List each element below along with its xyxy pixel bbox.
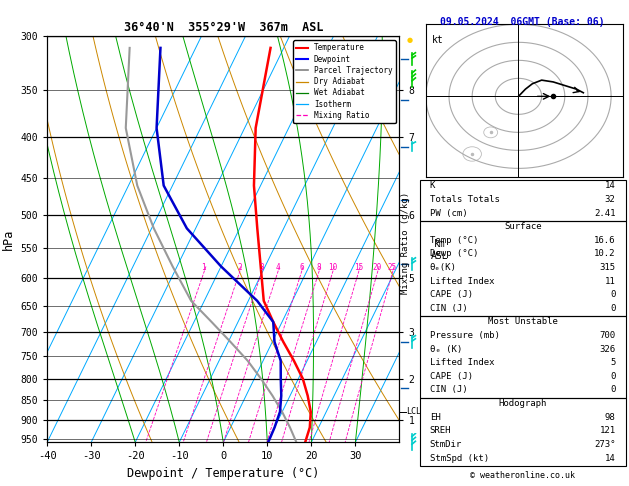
Text: 700: 700 (599, 331, 616, 340)
Text: θₑ (K): θₑ (K) (430, 345, 462, 354)
Text: Pressure (mb): Pressure (mb) (430, 331, 499, 340)
Text: StmSpd (kt): StmSpd (kt) (430, 453, 489, 463)
Text: Temp (°C): Temp (°C) (430, 236, 478, 245)
Text: CAPE (J): CAPE (J) (430, 372, 473, 381)
Text: Lifted Index: Lifted Index (430, 277, 494, 286)
Bar (420, 221, 626, 316)
Text: EH: EH (430, 413, 440, 422)
Text: SREH: SREH (430, 426, 452, 435)
Text: 20: 20 (373, 263, 382, 273)
Text: 16.6: 16.6 (594, 236, 616, 245)
Text: Totals Totals: Totals Totals (430, 195, 499, 204)
Text: 0: 0 (610, 372, 616, 381)
Text: 98: 98 (605, 413, 616, 422)
Text: K: K (430, 181, 435, 191)
Text: 10: 10 (328, 263, 337, 273)
Text: kt: kt (431, 35, 443, 45)
Text: 3: 3 (259, 263, 264, 273)
Text: θₑ(K): θₑ(K) (430, 263, 457, 272)
Text: 25: 25 (388, 263, 397, 273)
Text: LCL: LCL (406, 407, 421, 417)
Text: 14: 14 (605, 453, 616, 463)
Text: 4: 4 (276, 263, 280, 273)
Text: 0: 0 (610, 385, 616, 395)
X-axis label: Dewpoint / Temperature (°C): Dewpoint / Temperature (°C) (127, 467, 320, 480)
Text: 121: 121 (599, 426, 616, 435)
Text: 2.41: 2.41 (594, 208, 616, 218)
Y-axis label: hPa: hPa (2, 229, 15, 250)
Text: 315: 315 (599, 263, 616, 272)
Bar (420, 398, 626, 466)
Text: Dewp (°C): Dewp (°C) (430, 249, 478, 259)
Text: Surface: Surface (504, 222, 542, 231)
Y-axis label: km
ASL: km ASL (430, 240, 448, 261)
Text: © weatheronline.co.uk: © weatheronline.co.uk (470, 471, 575, 480)
Bar (420, 180, 626, 221)
Text: 11: 11 (605, 277, 616, 286)
Bar (420, 316, 626, 398)
Text: Most Unstable: Most Unstable (487, 317, 558, 327)
Text: 0: 0 (610, 290, 616, 299)
Text: 0: 0 (610, 304, 616, 313)
Text: 15: 15 (354, 263, 363, 273)
Text: ●: ● (406, 37, 413, 43)
Text: CIN (J): CIN (J) (430, 385, 467, 395)
Text: 14: 14 (605, 181, 616, 191)
Text: 10.2: 10.2 (594, 249, 616, 259)
Text: PW (cm): PW (cm) (430, 208, 467, 218)
Text: CIN (J): CIN (J) (430, 304, 467, 313)
Text: Lifted Index: Lifted Index (430, 358, 494, 367)
Text: 5: 5 (610, 358, 616, 367)
Legend: Temperature, Dewpoint, Parcel Trajectory, Dry Adiabat, Wet Adiabat, Isotherm, Mi: Temperature, Dewpoint, Parcel Trajectory… (293, 40, 396, 123)
Text: Hodograph: Hodograph (499, 399, 547, 408)
Title: 36°40'N  355°29'W  367m  ASL: 36°40'N 355°29'W 367m ASL (123, 21, 323, 34)
Text: 2: 2 (237, 263, 242, 273)
Text: StmDir: StmDir (430, 440, 462, 449)
Text: 1: 1 (201, 263, 206, 273)
Text: 273°: 273° (594, 440, 616, 449)
Text: 6: 6 (299, 263, 304, 273)
Text: 09.05.2024  06GMT (Base: 06): 09.05.2024 06GMT (Base: 06) (440, 17, 605, 27)
Text: 32: 32 (605, 195, 616, 204)
Text: CAPE (J): CAPE (J) (430, 290, 473, 299)
Text: Mixing Ratio (g/kg): Mixing Ratio (g/kg) (401, 192, 410, 294)
Text: 326: 326 (599, 345, 616, 354)
Text: 8: 8 (316, 263, 321, 273)
